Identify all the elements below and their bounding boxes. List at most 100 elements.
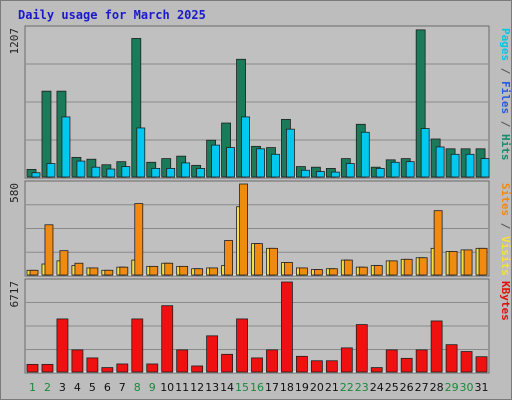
bar-pages-day-2 bbox=[46, 163, 56, 178]
legend-part: / bbox=[499, 216, 512, 236]
bar-pages-day-5 bbox=[91, 166, 101, 178]
bar-kbytes-day-29 bbox=[445, 344, 458, 373]
bar-sites-day-28 bbox=[433, 210, 443, 276]
bar-pages-day-30 bbox=[465, 153, 475, 178]
x-tick-label: 14 bbox=[220, 381, 234, 394]
bar-sites-day-6 bbox=[104, 269, 114, 276]
x-tick-label: 27 bbox=[415, 381, 429, 394]
x-tick-label: 22 bbox=[340, 381, 354, 394]
bar-kbytes-day-10 bbox=[161, 305, 174, 373]
bar-kbytes-day-4 bbox=[71, 349, 84, 373]
bar-sites-day-27 bbox=[418, 257, 428, 276]
bar-kbytes-day-22 bbox=[340, 347, 353, 373]
bar-kbytes-day-1 bbox=[26, 363, 39, 373]
bar-sites-day-16 bbox=[254, 243, 263, 276]
legend-part: / bbox=[499, 61, 512, 81]
bar-kbytes-day-16 bbox=[251, 357, 263, 373]
bar-sites-day-25 bbox=[388, 260, 398, 276]
bar-pages-day-23 bbox=[360, 131, 370, 178]
bar-pages-day-12 bbox=[196, 168, 206, 178]
bar-pages-day-20 bbox=[315, 171, 325, 178]
bar-pages-day-16 bbox=[256, 148, 265, 178]
bar-sites-day-8 bbox=[134, 203, 144, 276]
bar-pages-day-22 bbox=[345, 163, 355, 178]
legend-part: / bbox=[499, 114, 512, 134]
panel-bottom-max-label: 6717 bbox=[8, 281, 21, 308]
bar-sites-day-9 bbox=[149, 265, 159, 276]
bar-pages-day-18 bbox=[286, 128, 295, 178]
bar-kbytes-day-30 bbox=[460, 351, 473, 373]
x-tick-label: 20 bbox=[310, 381, 324, 394]
bar-pages-day-14 bbox=[226, 147, 235, 178]
bar-sites-day-18 bbox=[284, 262, 293, 276]
bar-pages-day-31 bbox=[480, 158, 490, 178]
bar-hits-day-2 bbox=[41, 90, 52, 178]
panel-top-legend-label: Pages / Files / Hits bbox=[499, 28, 512, 161]
bar-pages-day-7 bbox=[121, 166, 131, 178]
bar-sites-day-21 bbox=[328, 268, 338, 276]
bar-pages-day-28 bbox=[435, 146, 445, 178]
bar-kbytes-day-19 bbox=[296, 355, 308, 373]
bar-kbytes-day-6 bbox=[101, 367, 114, 373]
x-tick-label: 23 bbox=[355, 381, 369, 394]
x-tick-label: 25 bbox=[385, 381, 399, 394]
bar-kbytes-day-27 bbox=[415, 349, 428, 373]
x-tick-label: 11 bbox=[175, 381, 189, 394]
x-tick-label: 13 bbox=[205, 381, 219, 394]
x-tick-label: 10 bbox=[160, 381, 174, 394]
x-tick-label: 7 bbox=[119, 381, 126, 394]
bar-kbytes-day-28 bbox=[430, 320, 443, 373]
bar-hits-day-8 bbox=[131, 38, 142, 178]
bar-kbytes-day-15 bbox=[236, 318, 248, 373]
x-tick-label: 26 bbox=[400, 381, 414, 394]
x-tick-label: 12 bbox=[190, 381, 204, 394]
bar-sites-day-13 bbox=[209, 267, 219, 276]
bar-kbytes-day-25 bbox=[385, 349, 398, 373]
bar-kbytes-day-14 bbox=[221, 353, 233, 373]
bar-kbytes-day-8 bbox=[131, 318, 144, 373]
x-tick-label: 31 bbox=[475, 381, 489, 394]
bar-kbytes-day-31 bbox=[475, 356, 488, 373]
x-tick-label: 1 bbox=[29, 381, 36, 394]
x-tick-label: 4 bbox=[74, 381, 81, 394]
bar-sites-day-7 bbox=[119, 266, 129, 276]
x-tick-label: 19 bbox=[295, 381, 309, 394]
bar-kbytes-day-5 bbox=[86, 357, 99, 373]
x-tick-label: 2 bbox=[44, 381, 51, 394]
bar-pages-day-25 bbox=[390, 161, 400, 178]
legend-part: Files bbox=[499, 81, 512, 114]
bar-kbytes-day-24 bbox=[370, 367, 383, 373]
bar-sites-day-20 bbox=[313, 269, 323, 276]
bar-sites-day-17 bbox=[269, 247, 278, 276]
bar-kbytes-day-21 bbox=[325, 360, 338, 373]
bar-sites-day-2 bbox=[44, 224, 54, 276]
legend-part: Pages bbox=[499, 28, 512, 61]
x-tick-label: 29 bbox=[445, 381, 459, 394]
bar-pages-day-26 bbox=[405, 161, 415, 178]
bar-sites-day-31 bbox=[478, 247, 488, 276]
bar-sites-day-29 bbox=[448, 251, 458, 276]
bar-sites-day-30 bbox=[463, 249, 473, 276]
bar-sites-day-5 bbox=[89, 267, 99, 276]
bar-pages-day-13 bbox=[211, 144, 221, 178]
legend-part: KBytes bbox=[499, 281, 512, 321]
x-tick-label: 15 bbox=[235, 381, 249, 394]
bar-kbytes-day-26 bbox=[400, 357, 413, 373]
bar-sites-day-14 bbox=[224, 240, 233, 276]
x-tick-label: 18 bbox=[280, 381, 294, 394]
panel-middle-legend-label: Sites / Visits bbox=[499, 183, 512, 276]
bar-pages-day-3 bbox=[61, 116, 71, 178]
bar-kbytes-day-20 bbox=[310, 360, 323, 373]
bar-sites-day-24 bbox=[373, 265, 383, 276]
panel-top-max-label: 1207 bbox=[8, 28, 21, 55]
x-tick-label: 21 bbox=[325, 381, 339, 394]
bar-pages-day-9 bbox=[151, 168, 161, 178]
bar-kbytes-day-17 bbox=[266, 349, 278, 373]
bar-kbytes-day-7 bbox=[116, 363, 129, 373]
legend-part: Hits bbox=[499, 134, 512, 161]
bar-pages-day-6 bbox=[106, 168, 116, 178]
panel-bottom-legend-label: KBytes bbox=[499, 281, 512, 321]
chart-title: Daily usage for March 2025 bbox=[18, 8, 206, 22]
bar-pages-day-24 bbox=[375, 168, 385, 178]
